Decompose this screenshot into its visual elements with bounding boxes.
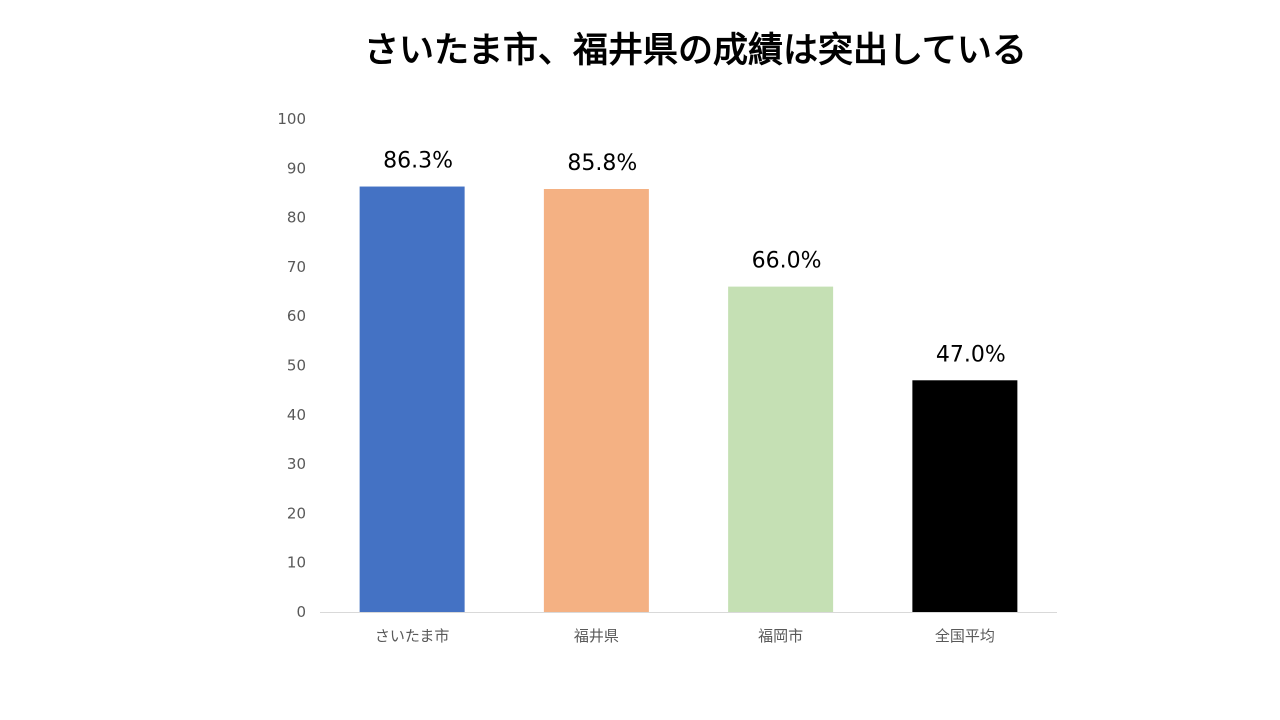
chart-title-area: さいたま市、福井県の成績は突出している	[0, 0, 1280, 90]
y-tick-label: 80	[287, 209, 306, 227]
data-labels: 86.3% 85.8% 66.0% 47.0%	[383, 149, 1006, 368]
data-label: 85.8%	[567, 151, 637, 176]
y-axis-ticks: 0 10 20 30 40 50 60 70 80 90 100	[277, 110, 306, 621]
category-labels: さいたま市 福井県 福岡市 全国平均	[375, 627, 995, 645]
bars	[359, 186, 1018, 613]
category-label: 全国平均	[935, 627, 995, 645]
bar-3	[728, 286, 834, 612]
y-tick-label: 70	[287, 258, 306, 276]
category-label: さいたま市	[375, 627, 450, 645]
category-label: 福井県	[574, 627, 619, 645]
data-label: 47.0%	[936, 342, 1006, 367]
y-tick-label: 60	[287, 307, 306, 325]
bar-4	[912, 380, 1018, 612]
data-label: 66.0%	[752, 249, 822, 274]
bar-1	[359, 186, 465, 612]
y-tick-label: 30	[287, 455, 306, 473]
y-tick-label: 10	[287, 554, 306, 572]
y-tick-label: 50	[287, 357, 306, 375]
data-label: 86.3%	[383, 149, 453, 174]
y-tick-label: 40	[287, 406, 306, 424]
bar-2	[543, 189, 649, 613]
y-tick-label: 100	[277, 110, 306, 128]
y-tick-label: 90	[287, 159, 306, 177]
y-tick-label: 20	[287, 504, 306, 522]
y-tick-label: 0	[296, 603, 306, 621]
category-label: 福岡市	[758, 627, 803, 645]
chart-title: さいたま市、福井県の成績は突出している	[364, 31, 1027, 71]
